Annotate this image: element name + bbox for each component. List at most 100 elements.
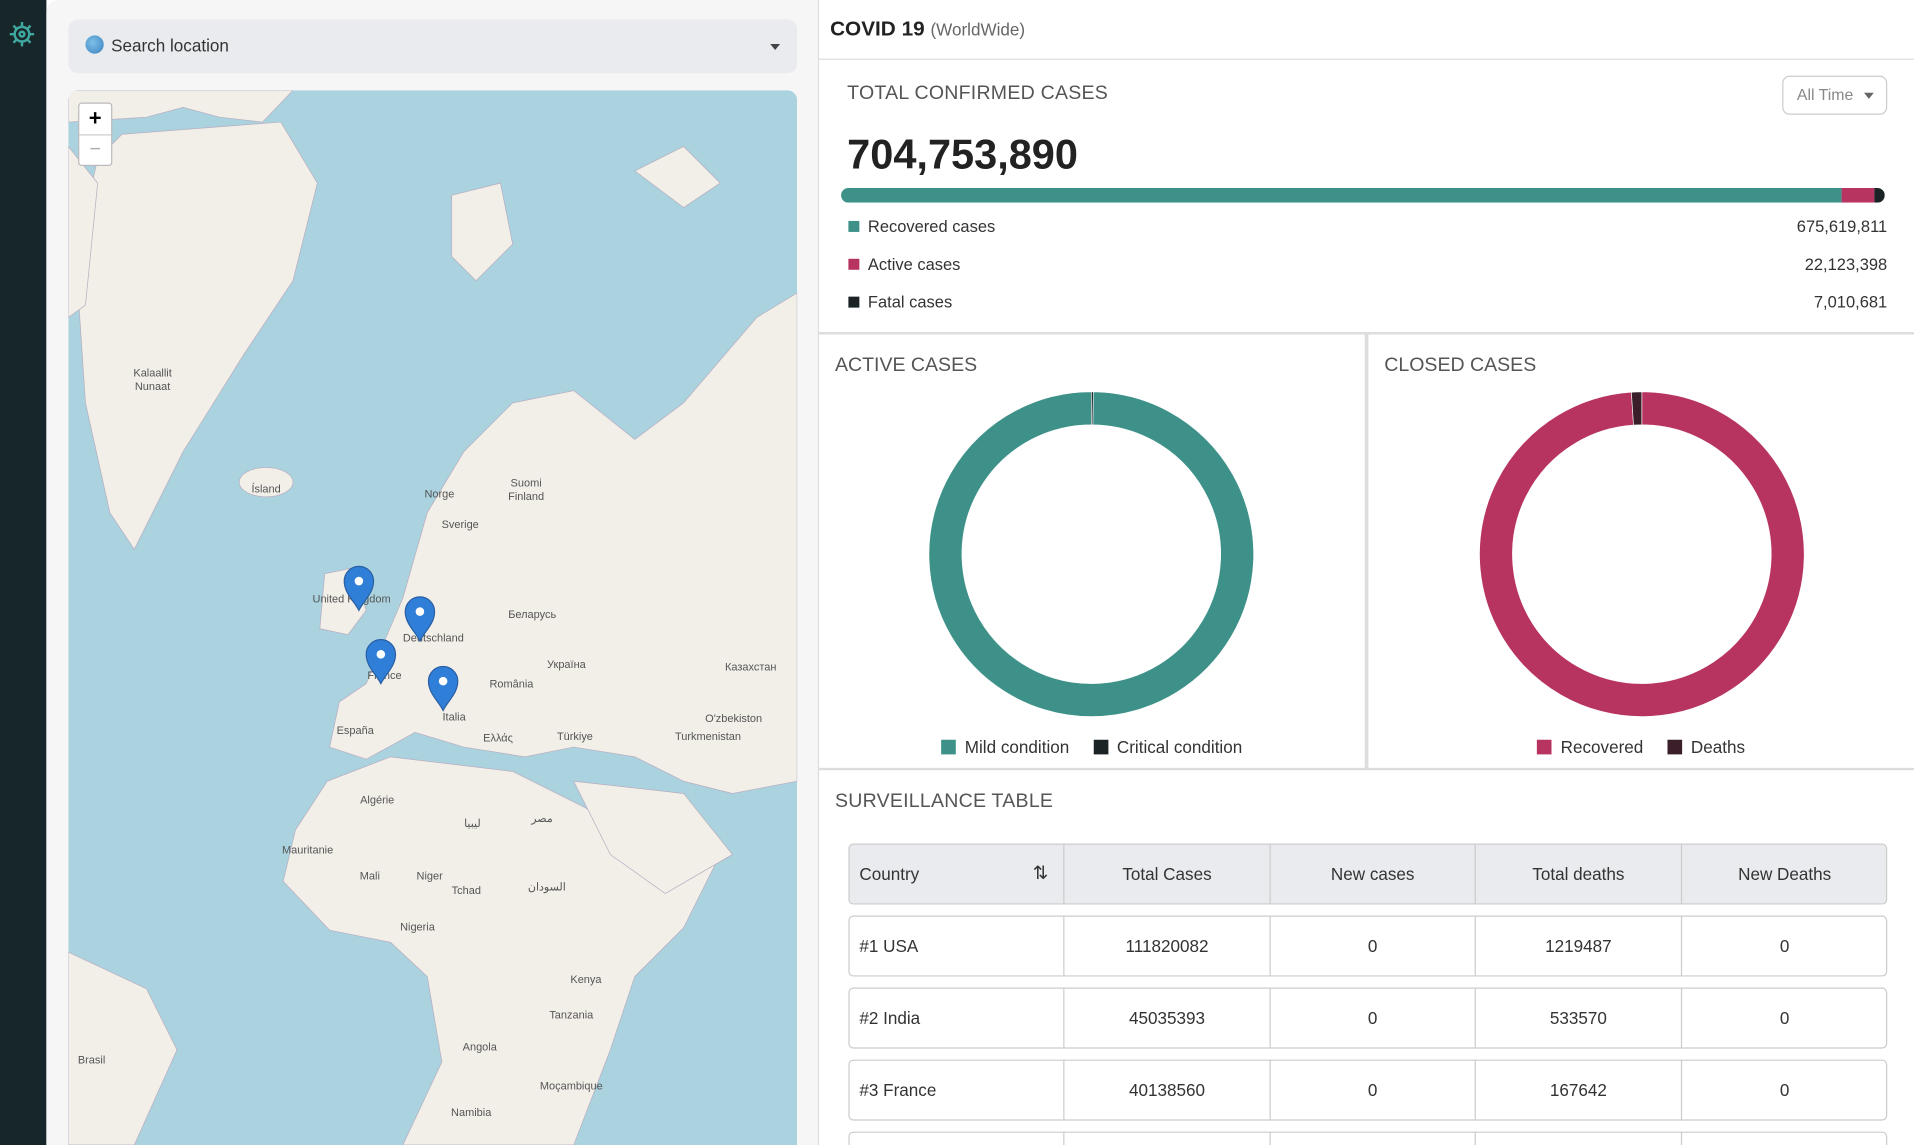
land (573, 780, 733, 894)
map-label: Mauritanie (282, 845, 333, 857)
legend-swatch (1667, 739, 1683, 755)
column-header[interactable]: Country (859, 864, 920, 884)
legend-swatch (1093, 739, 1109, 755)
total-confirmed: 704,753,890 (847, 131, 1078, 179)
legend-item[interactable]: Recovered (1537, 737, 1643, 757)
marker-dot (376, 650, 386, 659)
land (68, 951, 178, 1145)
table-cell: 0 (1269, 987, 1475, 1049)
filter-button[interactable]: All Time (1782, 75, 1888, 115)
bar-segment (1874, 187, 1885, 203)
table-cell (1063, 1131, 1269, 1145)
land (68, 145, 99, 318)
legend-label: Fatal cases (867, 292, 953, 312)
globe-icon (85, 35, 104, 54)
land (634, 146, 721, 208)
column-header[interactable]: New cases (1269, 843, 1475, 905)
map-marker (427, 665, 459, 712)
map-label: Italia (443, 712, 467, 724)
table-cell: #1 USA (859, 936, 919, 956)
map-label: Deutschland (403, 632, 464, 644)
table-title: SURVEILLANCE TABLE (834, 791, 1054, 812)
chart-title: ACTIVE CASES (834, 355, 978, 376)
legend-label: Critical condition (1116, 737, 1243, 757)
map-label: O'zbekiston (705, 713, 762, 725)
logo (9, 21, 35, 47)
map-label: Ísland (251, 482, 280, 495)
table-cell (848, 1132, 1063, 1145)
progress-bar (841, 187, 1885, 203)
map-label: Казахстан (725, 662, 776, 674)
donut-segment (928, 391, 1254, 717)
map-label: Norge (425, 488, 455, 500)
map-label: Україна (547, 659, 587, 671)
table-cell: 0 (1269, 915, 1475, 977)
map-label: Sverige (442, 519, 479, 531)
marker-pin (427, 665, 459, 712)
map-label: Niger (417, 870, 444, 882)
map-marker (404, 596, 436, 643)
land (238, 467, 294, 498)
map-label: Türkiye (557, 731, 593, 743)
divider (819, 767, 1915, 771)
column-header[interactable]: New Deaths (1680, 843, 1887, 905)
table-row (848, 915, 1888, 977)
divider (819, 58, 1915, 60)
legend-item[interactable]: Mild condition (941, 737, 1069, 757)
map-label: Moçambique (540, 1080, 603, 1092)
legend-swatch (1537, 739, 1553, 755)
table-cell: 111820082 (1063, 915, 1269, 977)
legend-label: Active cases (867, 255, 961, 274)
marker-pin (404, 596, 436, 643)
legend-swatch (941, 739, 957, 755)
table-cell: 45035393 (1063, 987, 1269, 1049)
zoom-in[interactable]: + (79, 104, 112, 136)
zoom-control: + − (78, 102, 113, 167)
marker-dot (354, 576, 364, 586)
map-label: Kalaallit Nunaat (133, 367, 171, 392)
table-cell: #2 India (859, 1008, 921, 1028)
marker-pin (365, 639, 397, 685)
map-marker (343, 565, 375, 612)
header: COVID 19 (WorldWide) (830, 17, 1025, 41)
map-label: Беларусь (508, 609, 556, 621)
legend-label: Recovered (1560, 737, 1644, 757)
table-row (848, 1059, 1888, 1121)
legend-item[interactable]: Critical condition (1093, 737, 1243, 757)
table-cell: #3 France (859, 1080, 937, 1100)
table-cell: 533570 (1474, 987, 1681, 1049)
map-label: España (337, 725, 375, 737)
table-cell: 0 (1680, 915, 1887, 977)
map-label: Turkmenistan (675, 731, 741, 743)
table-cell: 167642 (1474, 1059, 1681, 1121)
donut-segment (1631, 391, 1643, 426)
map-label: السودان (528, 881, 566, 893)
marker-dot (415, 607, 425, 616)
bar-segment (1841, 187, 1875, 203)
map-label: Tanzania (549, 1010, 594, 1022)
chart-title: CLOSED CASES (1384, 355, 1537, 376)
map-label: Ελλάς (483, 732, 513, 744)
column-header[interactable]: Total deaths (1474, 843, 1681, 905)
map-label: Mali (360, 870, 380, 882)
column-header[interactable]: Total Cases (1063, 843, 1269, 905)
table-row (848, 1131, 1888, 1145)
map-label: România (490, 679, 535, 691)
table-cell (1474, 1131, 1681, 1145)
search-placeholder: Search location (111, 35, 229, 55)
caret (1864, 92, 1874, 104)
sort-icon: ⇅ (1032, 863, 1049, 884)
legend-item[interactable]: Deaths (1667, 737, 1745, 757)
zoom-out[interactable]: − (89, 139, 101, 160)
legend-value: 675,619,811 (1796, 217, 1888, 236)
search-box[interactable]: Search location (68, 19, 798, 74)
marker-dot (438, 676, 448, 686)
legend-value: 22,123,398 (1804, 255, 1888, 274)
chart-legend: Mild condition Critical condition (819, 737, 1365, 757)
legend-value: 7,010,681 (1813, 292, 1888, 312)
donut-chart (1479, 391, 1805, 717)
donut-chart (928, 391, 1254, 717)
table-cell: 0 (1680, 1059, 1887, 1121)
header-subtitle: (WorldWide) (930, 19, 1026, 40)
